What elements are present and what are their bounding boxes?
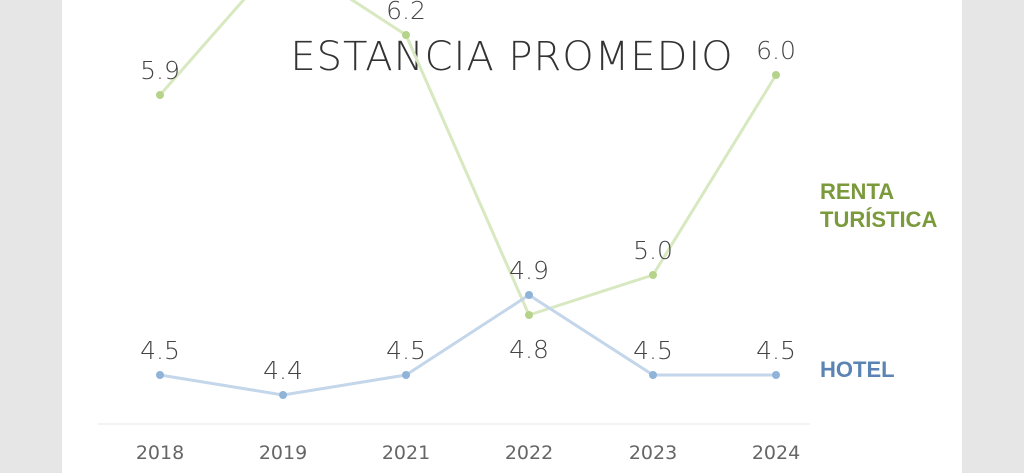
x-tick-2024: 2024 — [752, 442, 800, 464]
hotel-point-2021 — [402, 371, 410, 379]
renta-point-2021 — [402, 31, 410, 39]
renta-value-label-2018: 5.9 — [140, 56, 180, 85]
x-tick-2019: 2019 — [259, 442, 307, 464]
hotel-value-label-2018: 4.5 — [140, 336, 180, 365]
chart-card — [62, 0, 962, 473]
renta-value-label-2021: 6.2 — [386, 0, 426, 25]
renta-legend-label: RENTA — [820, 179, 894, 204]
x-tick-2018: 2018 — [136, 442, 184, 464]
hotel-value-label-2021: 4.5 — [386, 336, 426, 365]
x-tick-2021: 2021 — [382, 442, 430, 464]
hotel-point-2018 — [156, 371, 164, 379]
hotel-legend-label: HOTEL — [820, 357, 895, 382]
x-tick-2023: 2023 — [629, 442, 677, 464]
hotel-point-2022 — [525, 291, 533, 299]
hotel-value-label-2023: 4.5 — [633, 336, 673, 365]
hotel-series-line — [159, 293, 776, 397]
renta-value-label-2022: 4.8 — [509, 335, 549, 364]
renta-value-label-2023: 5.0 — [633, 236, 673, 265]
renta-point-2024 — [772, 71, 780, 79]
chart-title: ESTANCIA PROMEDIO — [290, 34, 734, 80]
renta-point-2022 — [525, 311, 533, 319]
renta-point-2023 — [649, 271, 657, 279]
x-tick-2022: 2022 — [505, 442, 553, 464]
hotel-value-label-2024: 4.5 — [756, 336, 796, 365]
hotel-value-label-2022: 4.9 — [509, 256, 549, 285]
renta-value-label-2024: 6.0 — [756, 36, 796, 65]
renta-legend-label: TURÍSTICA — [820, 207, 937, 232]
hotel-value-label-2019: 4.4 — [263, 356, 303, 385]
hotel-point-2019 — [279, 391, 287, 399]
renta-point-2018 — [156, 91, 164, 99]
renta-series-line — [158, 0, 778, 317]
hotel-point-2023 — [649, 371, 657, 379]
hotel-point-2024 — [772, 371, 780, 379]
